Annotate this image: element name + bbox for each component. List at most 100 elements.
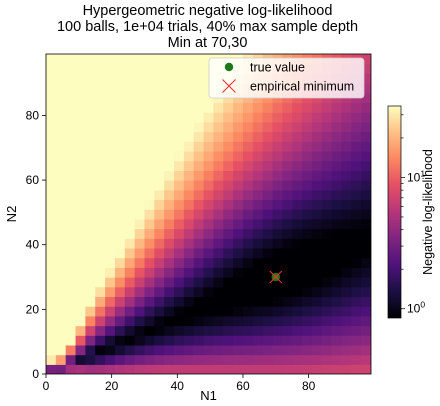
heatmap-cell bbox=[331, 218, 343, 230]
heatmap-cell bbox=[292, 315, 303, 327]
heatmap-cell bbox=[46, 189, 57, 201]
heatmap-cell bbox=[46, 315, 57, 327]
heatmap-cell bbox=[292, 102, 303, 113]
heatmap-cell bbox=[252, 121, 264, 133]
heatmap-cell bbox=[55, 228, 67, 239]
heatmap-cell bbox=[46, 286, 57, 298]
heatmap-cell bbox=[292, 364, 303, 374]
heatmap-cell bbox=[233, 150, 244, 162]
heatmap-cell bbox=[124, 189, 136, 201]
heatmap-cell bbox=[223, 306, 234, 317]
heatmap-cell bbox=[75, 73, 86, 84]
heatmap-cell bbox=[233, 238, 244, 249]
heatmap-cell bbox=[75, 364, 86, 374]
heatmap-cell bbox=[114, 112, 126, 123]
heatmap-cell bbox=[65, 112, 77, 123]
heatmap-cell bbox=[361, 325, 371, 336]
heatmap-cell bbox=[272, 131, 283, 142]
heatmap-cell bbox=[164, 121, 175, 133]
heatmap-cell bbox=[134, 199, 146, 210]
heatmap-cell bbox=[193, 102, 205, 113]
heatmap-cell bbox=[144, 209, 155, 220]
heatmap-cell bbox=[114, 354, 126, 365]
heatmap-cell bbox=[134, 257, 146, 268]
heatmap-cell bbox=[341, 354, 352, 365]
heatmap-cell bbox=[203, 286, 215, 298]
heatmap-cell bbox=[311, 277, 323, 288]
heatmap-cell bbox=[75, 160, 86, 171]
heatmap-cell bbox=[114, 63, 126, 74]
heatmap-cell bbox=[361, 63, 371, 74]
heatmap-cell bbox=[223, 354, 234, 365]
heatmap-cell bbox=[75, 170, 86, 181]
heatmap-cell bbox=[223, 180, 234, 191]
heatmap-cell bbox=[242, 286, 254, 298]
heatmap-cell bbox=[213, 247, 224, 259]
heatmap-cell bbox=[55, 54, 67, 65]
heatmap-cell bbox=[55, 121, 67, 133]
heatmap-cell bbox=[331, 267, 343, 278]
heatmap-cell bbox=[262, 218, 274, 230]
heatmap-cell bbox=[302, 170, 313, 181]
heatmap-cell bbox=[154, 180, 165, 191]
heatmap-cell bbox=[95, 296, 106, 307]
heatmap-cell bbox=[213, 121, 224, 133]
heatmap-cell bbox=[242, 209, 254, 220]
heatmap-cell bbox=[272, 102, 283, 113]
heatmap-cell bbox=[174, 160, 185, 171]
heatmap-cell bbox=[55, 364, 67, 374]
heatmap-cell bbox=[341, 247, 352, 259]
heatmap-cell bbox=[75, 354, 86, 365]
heatmap-cell bbox=[292, 306, 303, 317]
heatmap-cell bbox=[361, 257, 371, 268]
heatmap-cell bbox=[114, 102, 126, 113]
heatmap-cell bbox=[193, 180, 205, 191]
colorbar-label: Negative log-likelihood bbox=[421, 149, 435, 275]
heatmap-cell bbox=[183, 344, 195, 356]
heatmap-cell bbox=[174, 180, 185, 191]
heatmap-cell bbox=[105, 92, 116, 104]
heatmap-cell bbox=[282, 364, 293, 374]
heatmap-cell bbox=[282, 228, 293, 239]
heatmap-cell bbox=[95, 209, 106, 220]
heatmap-cell bbox=[193, 296, 205, 307]
heatmap-cell bbox=[321, 160, 333, 171]
heatmap-cell bbox=[174, 150, 185, 162]
heatmap-cell bbox=[272, 228, 283, 239]
heatmap-cell bbox=[351, 209, 362, 220]
heatmap-cell bbox=[114, 131, 126, 142]
heatmap-cell bbox=[46, 344, 57, 356]
heatmap-cell bbox=[183, 247, 195, 259]
heatmap-cell bbox=[144, 73, 155, 84]
heatmap-cell bbox=[85, 189, 96, 201]
heatmap-cell bbox=[302, 257, 313, 268]
heatmap-cell bbox=[55, 160, 67, 171]
heatmap-cell bbox=[213, 112, 224, 123]
heatmap-cell bbox=[55, 73, 67, 84]
heatmap-cell bbox=[341, 277, 352, 288]
heatmap-cell bbox=[272, 267, 283, 278]
heatmap-cell bbox=[213, 218, 224, 230]
heatmap-cell bbox=[351, 102, 362, 113]
heatmap-cell bbox=[124, 83, 136, 94]
heatmap-cell bbox=[193, 131, 205, 142]
heatmap-cell bbox=[95, 189, 106, 201]
heatmap-cell bbox=[361, 228, 371, 239]
heatmap-cell bbox=[242, 335, 254, 346]
heatmap-cell bbox=[193, 267, 205, 278]
heatmap-cell bbox=[341, 228, 352, 239]
heatmap-cell bbox=[164, 296, 175, 307]
heatmap-cell bbox=[272, 296, 283, 307]
heatmap-cell bbox=[282, 189, 293, 201]
heatmap-cell bbox=[55, 315, 67, 327]
heatmap-cell bbox=[233, 335, 244, 346]
heatmap-cell bbox=[193, 306, 205, 317]
heatmap-cell bbox=[351, 344, 362, 356]
heatmap-cell bbox=[55, 247, 67, 259]
heatmap-cell bbox=[154, 247, 165, 259]
heatmap-cell bbox=[105, 247, 116, 259]
heatmap-cell bbox=[95, 112, 106, 123]
heatmap-cell bbox=[95, 170, 106, 181]
heatmap-cell bbox=[361, 267, 371, 278]
heatmap-cell bbox=[193, 54, 205, 65]
